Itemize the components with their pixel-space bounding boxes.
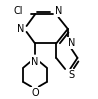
Text: Cl: Cl — [14, 6, 23, 16]
Text: O: O — [31, 88, 39, 98]
Text: N: N — [31, 57, 39, 67]
Text: N: N — [17, 24, 24, 34]
Text: N: N — [55, 6, 63, 16]
Text: S: S — [69, 70, 75, 80]
Text: N: N — [68, 38, 75, 48]
